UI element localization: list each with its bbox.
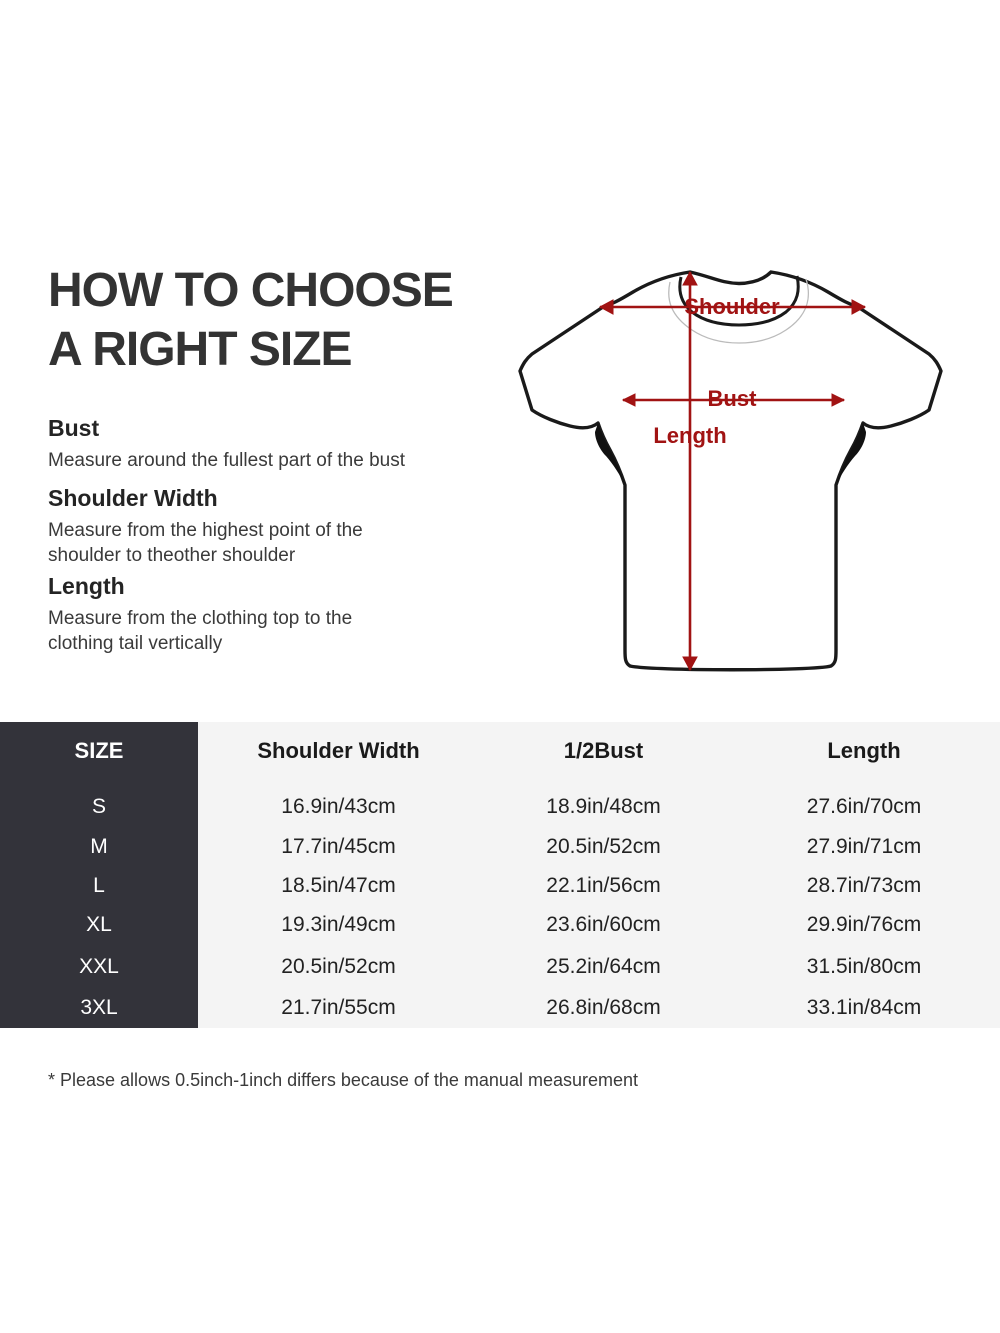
svg-text:Length: Length [653,423,726,448]
svg-text:Bust: Bust [708,386,758,411]
svg-text:Shoulder: Shoulder [684,294,780,319]
